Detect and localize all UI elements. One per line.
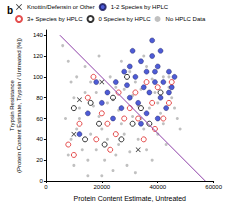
svg-text:3+ Species by HPLC: 3+ Species by HPLC <box>27 16 83 22</box>
svg-text:b: b <box>7 5 13 16</box>
svg-text:20000: 20000 <box>93 184 110 190</box>
svg-text:(Protein Content Estimate, Try: (Protein Content Estimate, Trypsin / Unt… <box>16 38 22 173</box>
svg-text:100: 100 <box>33 74 44 80</box>
svg-text:40000: 40000 <box>149 184 166 190</box>
svg-text:20: 20 <box>36 157 43 163</box>
svg-text:40: 40 <box>36 136 43 142</box>
svg-text:0: 0 <box>44 184 48 190</box>
svg-text:120: 120 <box>33 53 44 59</box>
svg-text:No HPLC Data: No HPLC Data <box>166 16 206 22</box>
svg-text:0 Species by HPLC: 0 Species by HPLC <box>99 16 152 22</box>
svg-text:0: 0 <box>40 178 44 184</box>
svg-text:140: 140 <box>33 32 44 38</box>
svg-text:Protein Content Estimate, Untr: Protein Content Estimate, Untreated <box>74 195 187 202</box>
svg-text:60000: 60000 <box>205 184 222 190</box>
svg-text:1-2 Species by HPLC: 1-2 Species by HPLC <box>111 4 169 10</box>
svg-text:80: 80 <box>36 95 43 101</box>
svg-text:Trypsin Resistance: Trypsin Resistance <box>9 79 15 130</box>
svg-text:Knottin/Defensin or Other: Knottin/Defensin or Other <box>27 4 95 10</box>
svg-text:60: 60 <box>36 116 43 122</box>
